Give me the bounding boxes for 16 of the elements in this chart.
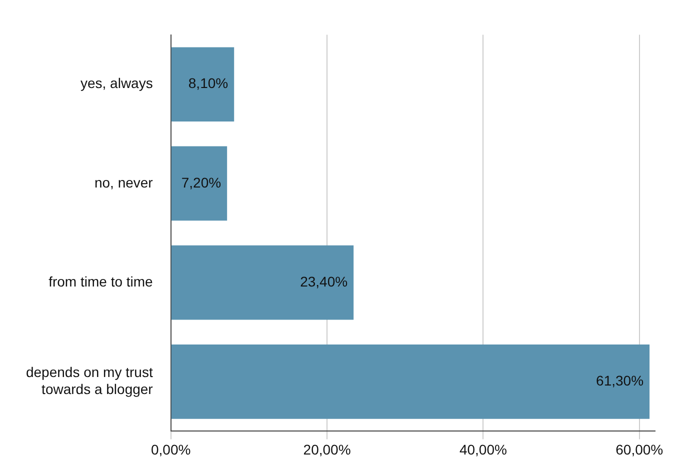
data-label: 61,30%	[596, 372, 644, 389]
data-label: 23,40%	[300, 273, 348, 290]
y-tick-label: no, never	[94, 174, 154, 190]
x-tick-label: 0,00%	[150, 441, 191, 458]
bar	[171, 146, 228, 221]
bar	[171, 344, 650, 419]
y-tick-label: depends on my trust towards a blogger	[26, 364, 154, 397]
bar	[171, 47, 234, 122]
data-label: 8,10%	[188, 75, 228, 92]
y-tick-label: yes, always	[80, 75, 153, 92]
x-tick-label: 20,00%	[303, 441, 351, 458]
y-tick-label: from time to time	[48, 273, 154, 290]
data-label: 7,20%	[181, 174, 222, 190]
x-tick-label: 60,00%	[616, 441, 664, 458]
bar	[171, 245, 354, 320]
x-tick-label: 40,00%	[459, 441, 507, 458]
